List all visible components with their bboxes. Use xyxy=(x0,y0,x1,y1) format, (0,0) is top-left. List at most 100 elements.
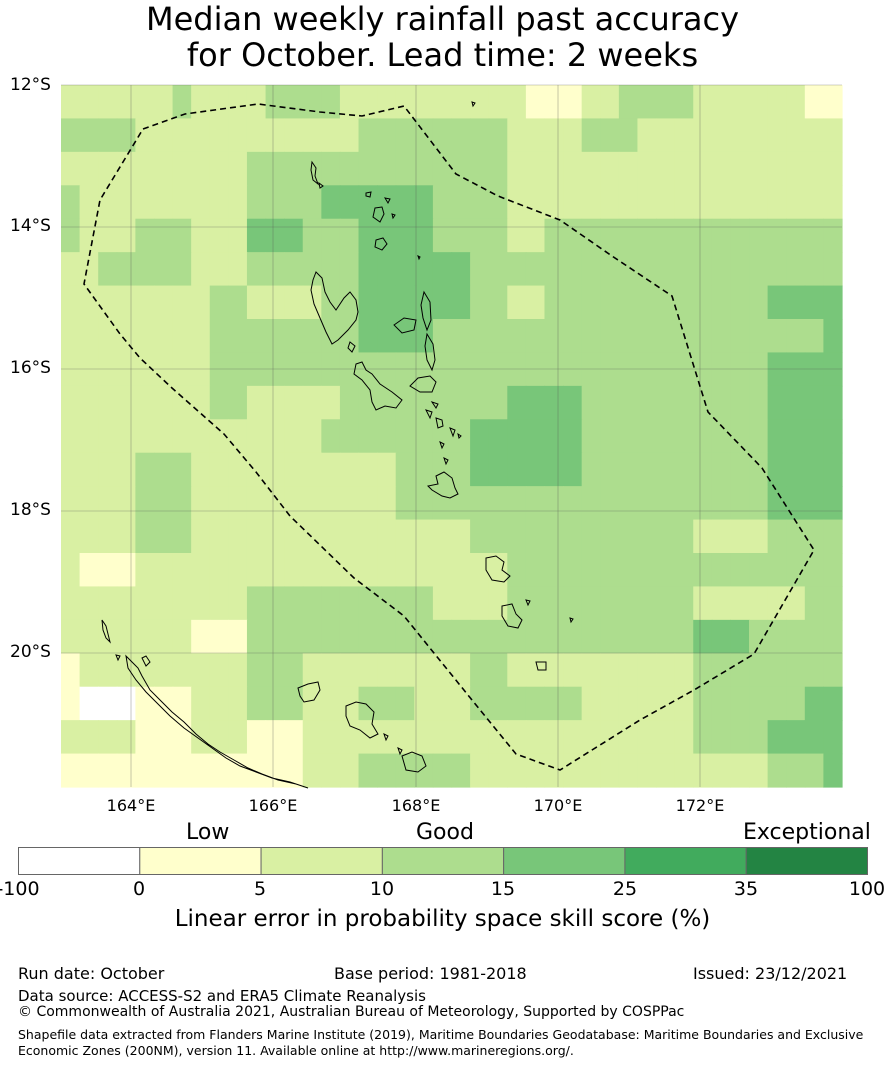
grid-cell xyxy=(414,85,434,120)
grid-cell xyxy=(767,720,787,755)
grid-cell xyxy=(153,586,174,621)
grid-cell xyxy=(209,319,229,354)
grid-cell xyxy=(228,686,248,721)
grid-cell xyxy=(525,185,546,220)
grid-cell xyxy=(618,519,639,554)
grid-cell xyxy=(786,319,806,354)
grid-cell xyxy=(265,185,285,220)
grid-cell xyxy=(581,151,601,186)
grid-cell xyxy=(302,218,322,253)
grid-cell xyxy=(470,285,490,320)
grid-cell xyxy=(730,619,750,654)
grid-cell xyxy=(823,319,843,354)
grid-cell xyxy=(377,352,397,387)
grid-cell xyxy=(265,218,285,253)
grid-cell xyxy=(786,252,806,287)
grid-cell xyxy=(116,319,136,354)
grid-cell xyxy=(711,419,732,454)
grid-cell xyxy=(674,118,694,153)
grid-cell xyxy=(135,385,155,420)
grid-cell xyxy=(544,218,564,253)
grid-cell xyxy=(302,185,322,220)
grid-cell xyxy=(432,385,453,420)
grid-cell xyxy=(414,619,434,654)
grid-cell xyxy=(172,319,192,354)
grid-cell xyxy=(488,586,508,621)
grid-cell xyxy=(451,85,471,120)
colorbar-segment xyxy=(503,847,626,875)
grid-cell xyxy=(507,486,527,521)
grid-cell xyxy=(767,352,787,387)
grid-cell xyxy=(61,720,81,755)
grid-cell xyxy=(786,385,806,420)
grid-cell xyxy=(414,218,434,253)
grid-cell xyxy=(98,285,118,320)
grid-cell xyxy=(674,720,694,755)
grid-cell xyxy=(79,553,99,588)
grid-cell xyxy=(470,319,490,354)
grid-cell xyxy=(377,151,397,186)
category-low: Low xyxy=(186,820,230,845)
grid-cell xyxy=(116,452,136,487)
grid-cell xyxy=(711,586,732,621)
grid-cell xyxy=(786,653,806,688)
grid-cell xyxy=(786,686,806,721)
grid-cell xyxy=(432,118,453,153)
grid-cell xyxy=(804,385,825,420)
grid-cell xyxy=(135,319,155,354)
grid-cell xyxy=(228,118,248,153)
grid-cell xyxy=(823,619,843,654)
grid-cell xyxy=(339,720,360,755)
grid-cell xyxy=(600,218,620,253)
grid-cell xyxy=(432,319,453,354)
grid-cell xyxy=(135,285,155,320)
grid-cell xyxy=(265,486,285,521)
grid-cell xyxy=(414,419,434,454)
grid-cell xyxy=(135,586,155,621)
grid-cell xyxy=(600,452,620,487)
grid-cell xyxy=(321,586,341,621)
grid-cell xyxy=(488,419,508,454)
grid-cell xyxy=(228,619,248,654)
grid-cell xyxy=(209,419,229,454)
grid-cell xyxy=(563,753,583,788)
grid-cell xyxy=(488,319,508,354)
grid-cell xyxy=(711,486,732,521)
grid-cell xyxy=(339,586,360,621)
grid-cell xyxy=(284,319,304,354)
grid-cell xyxy=(339,419,360,454)
grid-cell xyxy=(470,151,490,186)
grid-cell xyxy=(246,252,267,287)
grid-cell xyxy=(79,486,99,521)
grid-cell xyxy=(116,419,136,454)
grid-cell xyxy=(377,319,397,354)
grid-cell xyxy=(377,385,397,420)
grid-cell xyxy=(395,218,415,253)
grid-cell xyxy=(804,319,825,354)
grid-cell xyxy=(228,319,248,354)
grid-cell xyxy=(711,452,732,487)
grid-cell xyxy=(358,553,378,588)
grid-cell xyxy=(581,452,601,487)
grid-cell xyxy=(61,319,81,354)
grid-cell xyxy=(61,452,81,487)
grid-cell xyxy=(321,720,341,755)
grid-cell xyxy=(637,385,657,420)
grid-cell xyxy=(191,553,211,588)
grid-cell xyxy=(767,653,787,688)
grid-cell xyxy=(414,118,434,153)
grid-cell xyxy=(730,352,750,387)
grid-cell xyxy=(451,619,471,654)
grid-cell xyxy=(246,85,267,120)
grid-cell xyxy=(339,252,360,287)
grid-cell xyxy=(61,486,81,521)
grid-cell xyxy=(637,519,657,554)
grid-cell xyxy=(711,619,732,654)
grid-cell xyxy=(284,185,304,220)
grid-cell xyxy=(451,385,471,420)
grid-cell xyxy=(600,686,620,721)
grid-cell xyxy=(302,118,322,153)
grid-cell xyxy=(804,519,825,554)
grid-cell xyxy=(674,151,694,186)
grid-cell xyxy=(544,118,564,153)
